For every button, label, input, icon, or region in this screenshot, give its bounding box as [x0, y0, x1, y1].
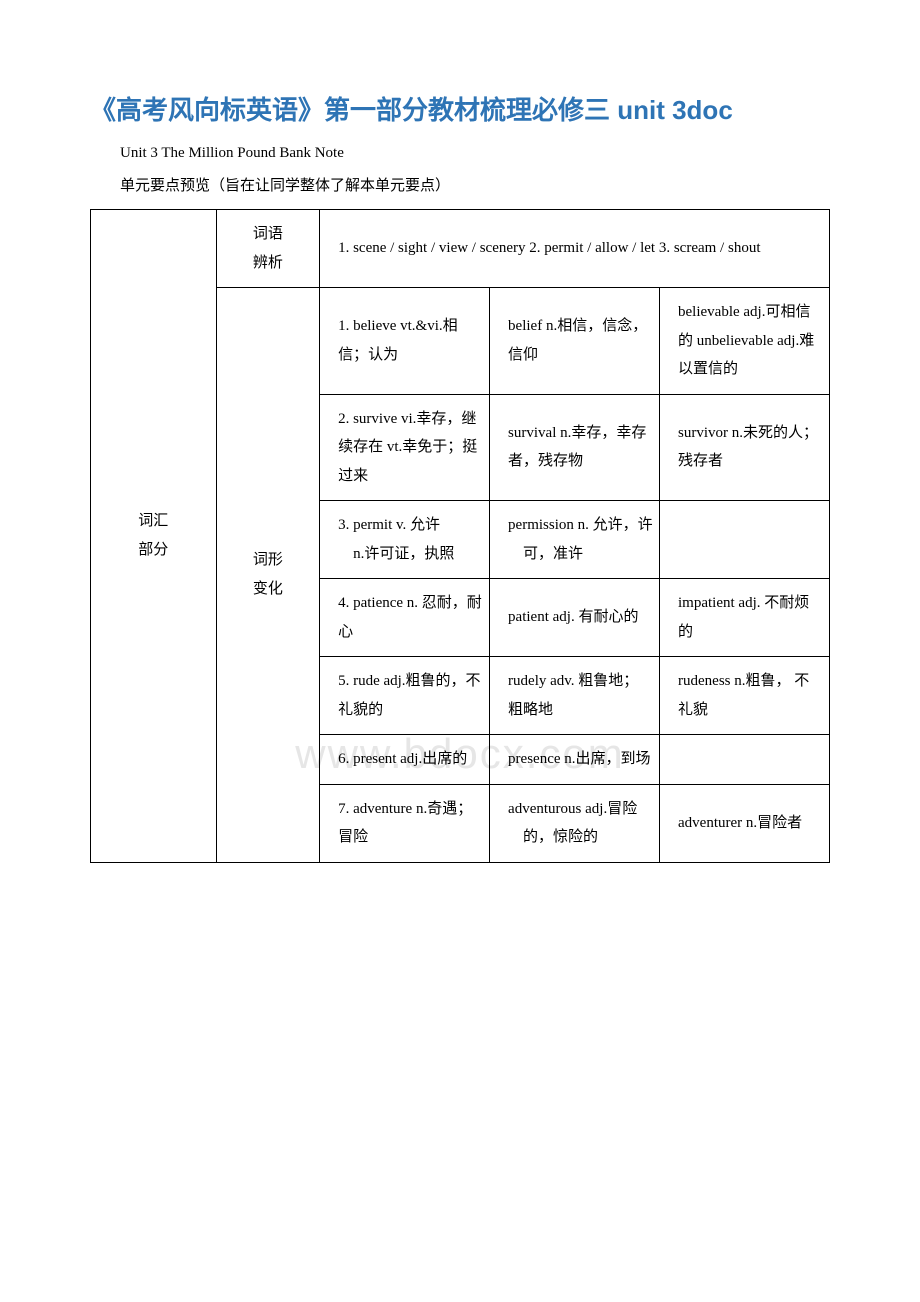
cell: adventurer n.冒险者 — [660, 784, 830, 862]
cell — [660, 735, 830, 785]
cell: belief n.相信，信念，信仰 — [490, 288, 660, 395]
cell: survival n.幸存，幸存者，残存物 — [490, 394, 660, 501]
cell — [660, 501, 830, 579]
cell: survivor n.未死的人；残存者 — [660, 394, 830, 501]
cell: 1. scene / sight / view / scenery 2. per… — [320, 210, 830, 288]
cell: adventurous adj.冒险 的，惊险的 — [490, 784, 660, 862]
page-title: 《高考风向标英语》第一部分教材梳理必修三 unit 3doc — [90, 90, 830, 127]
preview-note: 单元要点预览（旨在让同学整体了解本单元要点） — [90, 174, 830, 195]
cell: impatient adj. 不耐烦的 — [660, 579, 830, 657]
cell: presence n.出席，到场 — [490, 735, 660, 785]
cell-text: 1. scene / sight / view / scenery 2. per… — [338, 240, 760, 256]
cell: rudeness n.粗鲁， 不礼貌 — [660, 657, 830, 735]
table-row: 词汇部分 词语辨析 1. scene / sight / view / scen… — [91, 210, 830, 288]
section-label: 词汇部分 — [91, 210, 217, 863]
cell: 5. rude adj.粗鲁的，不礼貌的 — [320, 657, 490, 735]
cell: rudely adv. 粗鲁地；粗略地 — [490, 657, 660, 735]
cell: patient adj. 有耐心的 — [490, 579, 660, 657]
cell: 4. patience n. 忍耐，耐心 — [320, 579, 490, 657]
cell: believable adj.可相信的 unbelievable adj.难以置… — [660, 288, 830, 395]
row-label: 词语辨析 — [216, 210, 319, 288]
cell: 6. present adj.出席的 — [320, 735, 490, 785]
cell: 1. believe vt.&vi.相信；认为 — [320, 288, 490, 395]
cell: 7. adventure n.奇遇；冒险 — [320, 784, 490, 862]
cell: 2. survive vi.幸存，继续存在 vt.幸免于；挺过来 — [320, 394, 490, 501]
unit-subtitle: Unit 3 The Million Pound Bank Note — [90, 145, 830, 162]
cell: 3. permit v. 允许 n.许可证，执照 — [320, 501, 490, 579]
forms-label: 词形变化 — [216, 288, 319, 863]
cell: permission n. 允许，许 可，准许 — [490, 501, 660, 579]
vocab-table: 词汇部分 词语辨析 1. scene / sight / view / scen… — [90, 209, 830, 863]
